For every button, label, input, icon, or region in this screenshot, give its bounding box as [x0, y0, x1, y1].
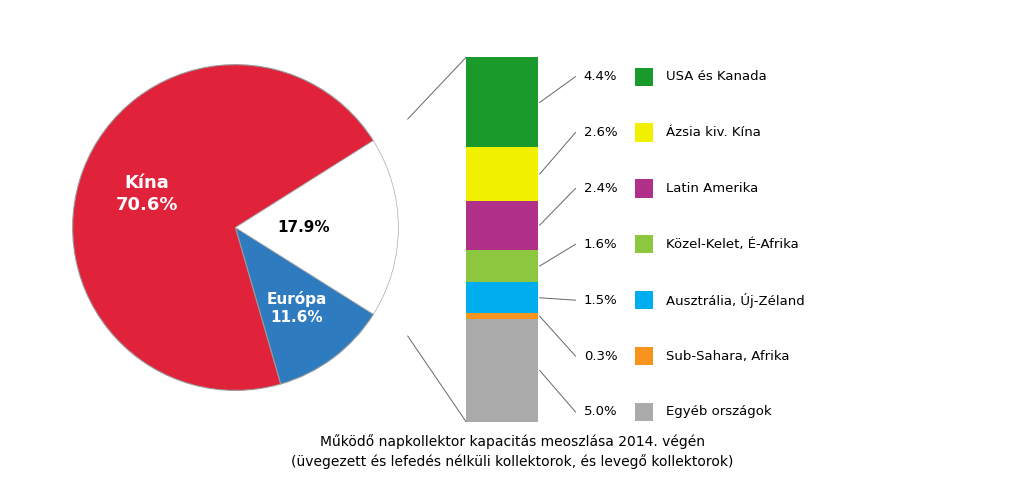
- Text: 1.5%: 1.5%: [584, 294, 617, 307]
- Text: Közel-Kelet, É-Afrika: Közel-Kelet, É-Afrika: [666, 238, 799, 251]
- Text: 2.4%: 2.4%: [584, 182, 617, 195]
- Bar: [466, 250, 538, 283]
- Bar: [466, 283, 538, 313]
- Wedge shape: [236, 141, 398, 314]
- Text: 1.6%: 1.6%: [584, 238, 617, 251]
- Text: Működő napkollektor kapacitás meoszlása 2014. végén
(üvegezett és lefedés nélkül: Működő napkollektor kapacitás meoszlása …: [291, 434, 733, 469]
- Text: Ázsia kiv. Kína: Ázsia kiv. Kína: [666, 126, 761, 139]
- Bar: [466, 57, 538, 148]
- Bar: [466, 148, 538, 201]
- Bar: [466, 313, 538, 319]
- Text: Európa
11.6%: Európa 11.6%: [266, 291, 327, 325]
- Bar: [466, 201, 538, 250]
- Text: Kína
70.6%: Kína 70.6%: [116, 174, 178, 214]
- Text: Ausztrália, Új-Zéland: Ausztrália, Új-Zéland: [666, 293, 804, 308]
- Text: Latin Amerika: Latin Amerika: [666, 182, 758, 195]
- Wedge shape: [236, 228, 374, 384]
- Text: 0.3%: 0.3%: [584, 350, 617, 363]
- Bar: [466, 319, 538, 422]
- Text: Egyéb országok: Egyéb országok: [666, 405, 771, 419]
- Text: 17.9%: 17.9%: [278, 220, 330, 235]
- Text: 4.4%: 4.4%: [584, 70, 617, 83]
- Text: Sub-Sahara, Afrika: Sub-Sahara, Afrika: [666, 350, 790, 363]
- Text: 2.6%: 2.6%: [584, 126, 617, 139]
- Wedge shape: [73, 65, 374, 390]
- Text: 5.0%: 5.0%: [584, 405, 617, 419]
- Text: USA és Kanada: USA és Kanada: [666, 70, 766, 83]
